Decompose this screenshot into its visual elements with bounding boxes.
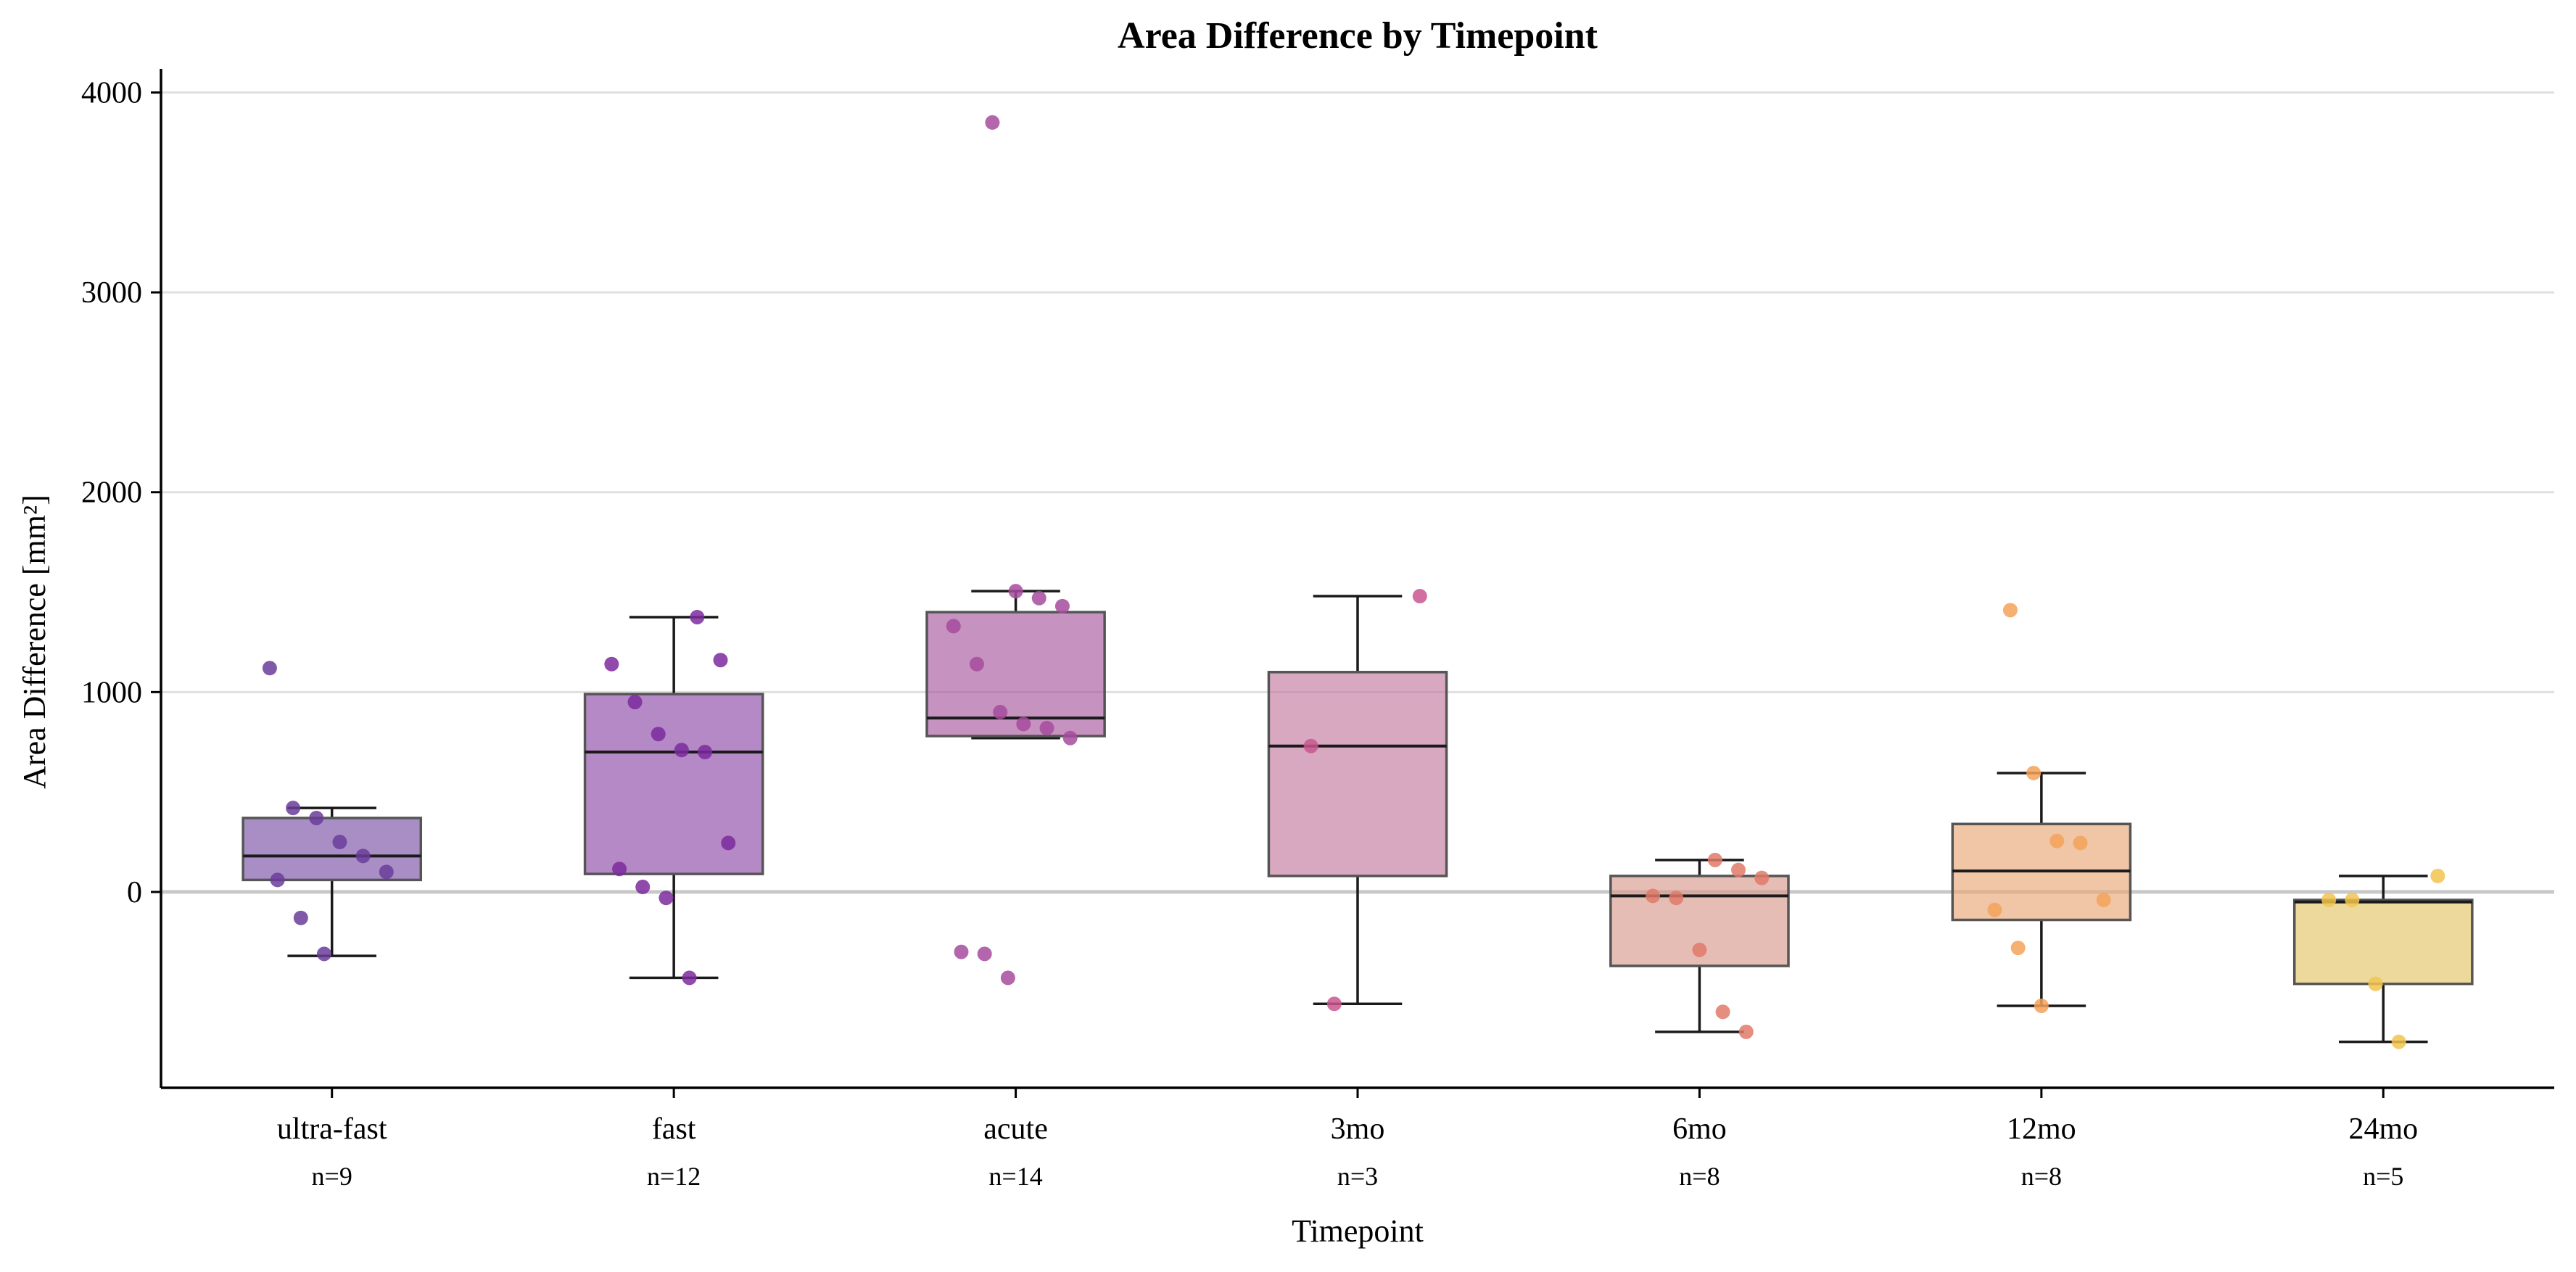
- data-point: [2430, 868, 2445, 883]
- data-point: [270, 872, 285, 888]
- data-point: [985, 115, 1000, 130]
- data-point: [1054, 598, 1070, 614]
- data-point: [1707, 852, 1722, 867]
- data-point: [954, 944, 969, 959]
- n-label: n=9: [312, 1162, 352, 1191]
- n-label: n=5: [2363, 1162, 2403, 1191]
- data-point: [1062, 730, 1078, 746]
- data-point: [2345, 892, 2360, 907]
- data-point: [1326, 996, 1342, 1012]
- box-ultra-fast: [242, 817, 423, 882]
- data-point: [1031, 590, 1046, 606]
- data-point: [379, 864, 394, 880]
- data-point: [1715, 1004, 1730, 1020]
- data-point: [1412, 589, 1427, 604]
- y-tick-label: 4000: [81, 77, 142, 110]
- y-axis-label: Area Difference [mm²]: [17, 495, 52, 789]
- data-point: [2321, 892, 2337, 907]
- data-point: [993, 704, 1008, 719]
- data-point: [1738, 1024, 1754, 1039]
- data-point: [1692, 942, 1707, 957]
- data-point: [682, 970, 697, 986]
- x-tick-label: 24mo: [2348, 1112, 2418, 1146]
- n-label: n=3: [1337, 1162, 1378, 1191]
- data-point: [1000, 970, 1015, 986]
- data-point: [2002, 603, 2018, 618]
- x-tick-label: 6mo: [1672, 1112, 1727, 1146]
- data-point: [1987, 902, 2002, 917]
- data-point: [946, 619, 961, 634]
- y-tick-label: 1000: [81, 676, 142, 709]
- box-3mo: [1267, 671, 1448, 877]
- x-tick-label: ultra-fast: [277, 1112, 387, 1146]
- data-point: [316, 946, 331, 962]
- n-label: n=14: [988, 1162, 1042, 1191]
- data-point: [635, 880, 651, 895]
- data-point: [659, 891, 674, 906]
- data-point: [612, 862, 627, 877]
- data-point: [2073, 835, 2088, 851]
- box-acute: [925, 611, 1106, 738]
- data-point: [1008, 584, 1023, 599]
- data-point: [969, 656, 984, 672]
- data-point: [355, 848, 371, 864]
- chart-title: Area Difference by Timepoint: [1118, 15, 1598, 57]
- y-tick-label: 0: [127, 876, 142, 909]
- data-point: [2096, 892, 2111, 907]
- data-point: [627, 695, 643, 710]
- data-point: [262, 661, 277, 676]
- n-label: n=8: [1679, 1162, 1720, 1191]
- box-fast: [583, 693, 764, 875]
- x-tick-label: fast: [652, 1112, 696, 1146]
- data-point: [2026, 765, 2042, 780]
- box-24mo: [2292, 899, 2474, 986]
- x-tick-label: acute: [983, 1112, 1048, 1146]
- x-tick-label: 3mo: [1331, 1112, 1385, 1146]
- n-label: n=12: [647, 1162, 701, 1191]
- data-point: [1754, 870, 1770, 885]
- data-point: [604, 656, 619, 672]
- data-point: [2391, 1034, 2406, 1049]
- point-layer: [262, 115, 2445, 1049]
- data-point: [1731, 862, 1746, 877]
- y-tick-label: 3000: [81, 276, 142, 310]
- tick-layer: ultra-fast n=9 fast n=12 acute n=14 3mo n=3 6mo n…: [81, 77, 2418, 1191]
- x-axis-label: Timepoint: [1292, 1213, 1424, 1249]
- box-layer: [242, 590, 2474, 1044]
- data-point: [674, 743, 689, 758]
- data-point: [690, 609, 705, 624]
- data-point: [1303, 738, 1318, 753]
- data-point: [2034, 999, 2049, 1014]
- data-point: [713, 653, 728, 668]
- data-point: [286, 801, 301, 816]
- data-point: [1039, 720, 1054, 735]
- data-point: [698, 745, 713, 760]
- data-point: [293, 910, 308, 925]
- data-point: [977, 946, 992, 962]
- data-point: [2368, 976, 2383, 991]
- data-point: [2010, 941, 2026, 956]
- data-point: [721, 835, 736, 851]
- data-point: [1669, 891, 1684, 906]
- data-point: [309, 810, 324, 825]
- y-tick-label: 2000: [81, 476, 142, 510]
- data-point: [1646, 888, 1661, 904]
- data-point: [1016, 716, 1031, 732]
- x-tick-label: 12mo: [2007, 1112, 2076, 1146]
- data-point: [332, 835, 347, 850]
- data-point: [651, 727, 666, 742]
- data-point: [2049, 833, 2065, 848]
- n-label: n=8: [2021, 1162, 2062, 1191]
